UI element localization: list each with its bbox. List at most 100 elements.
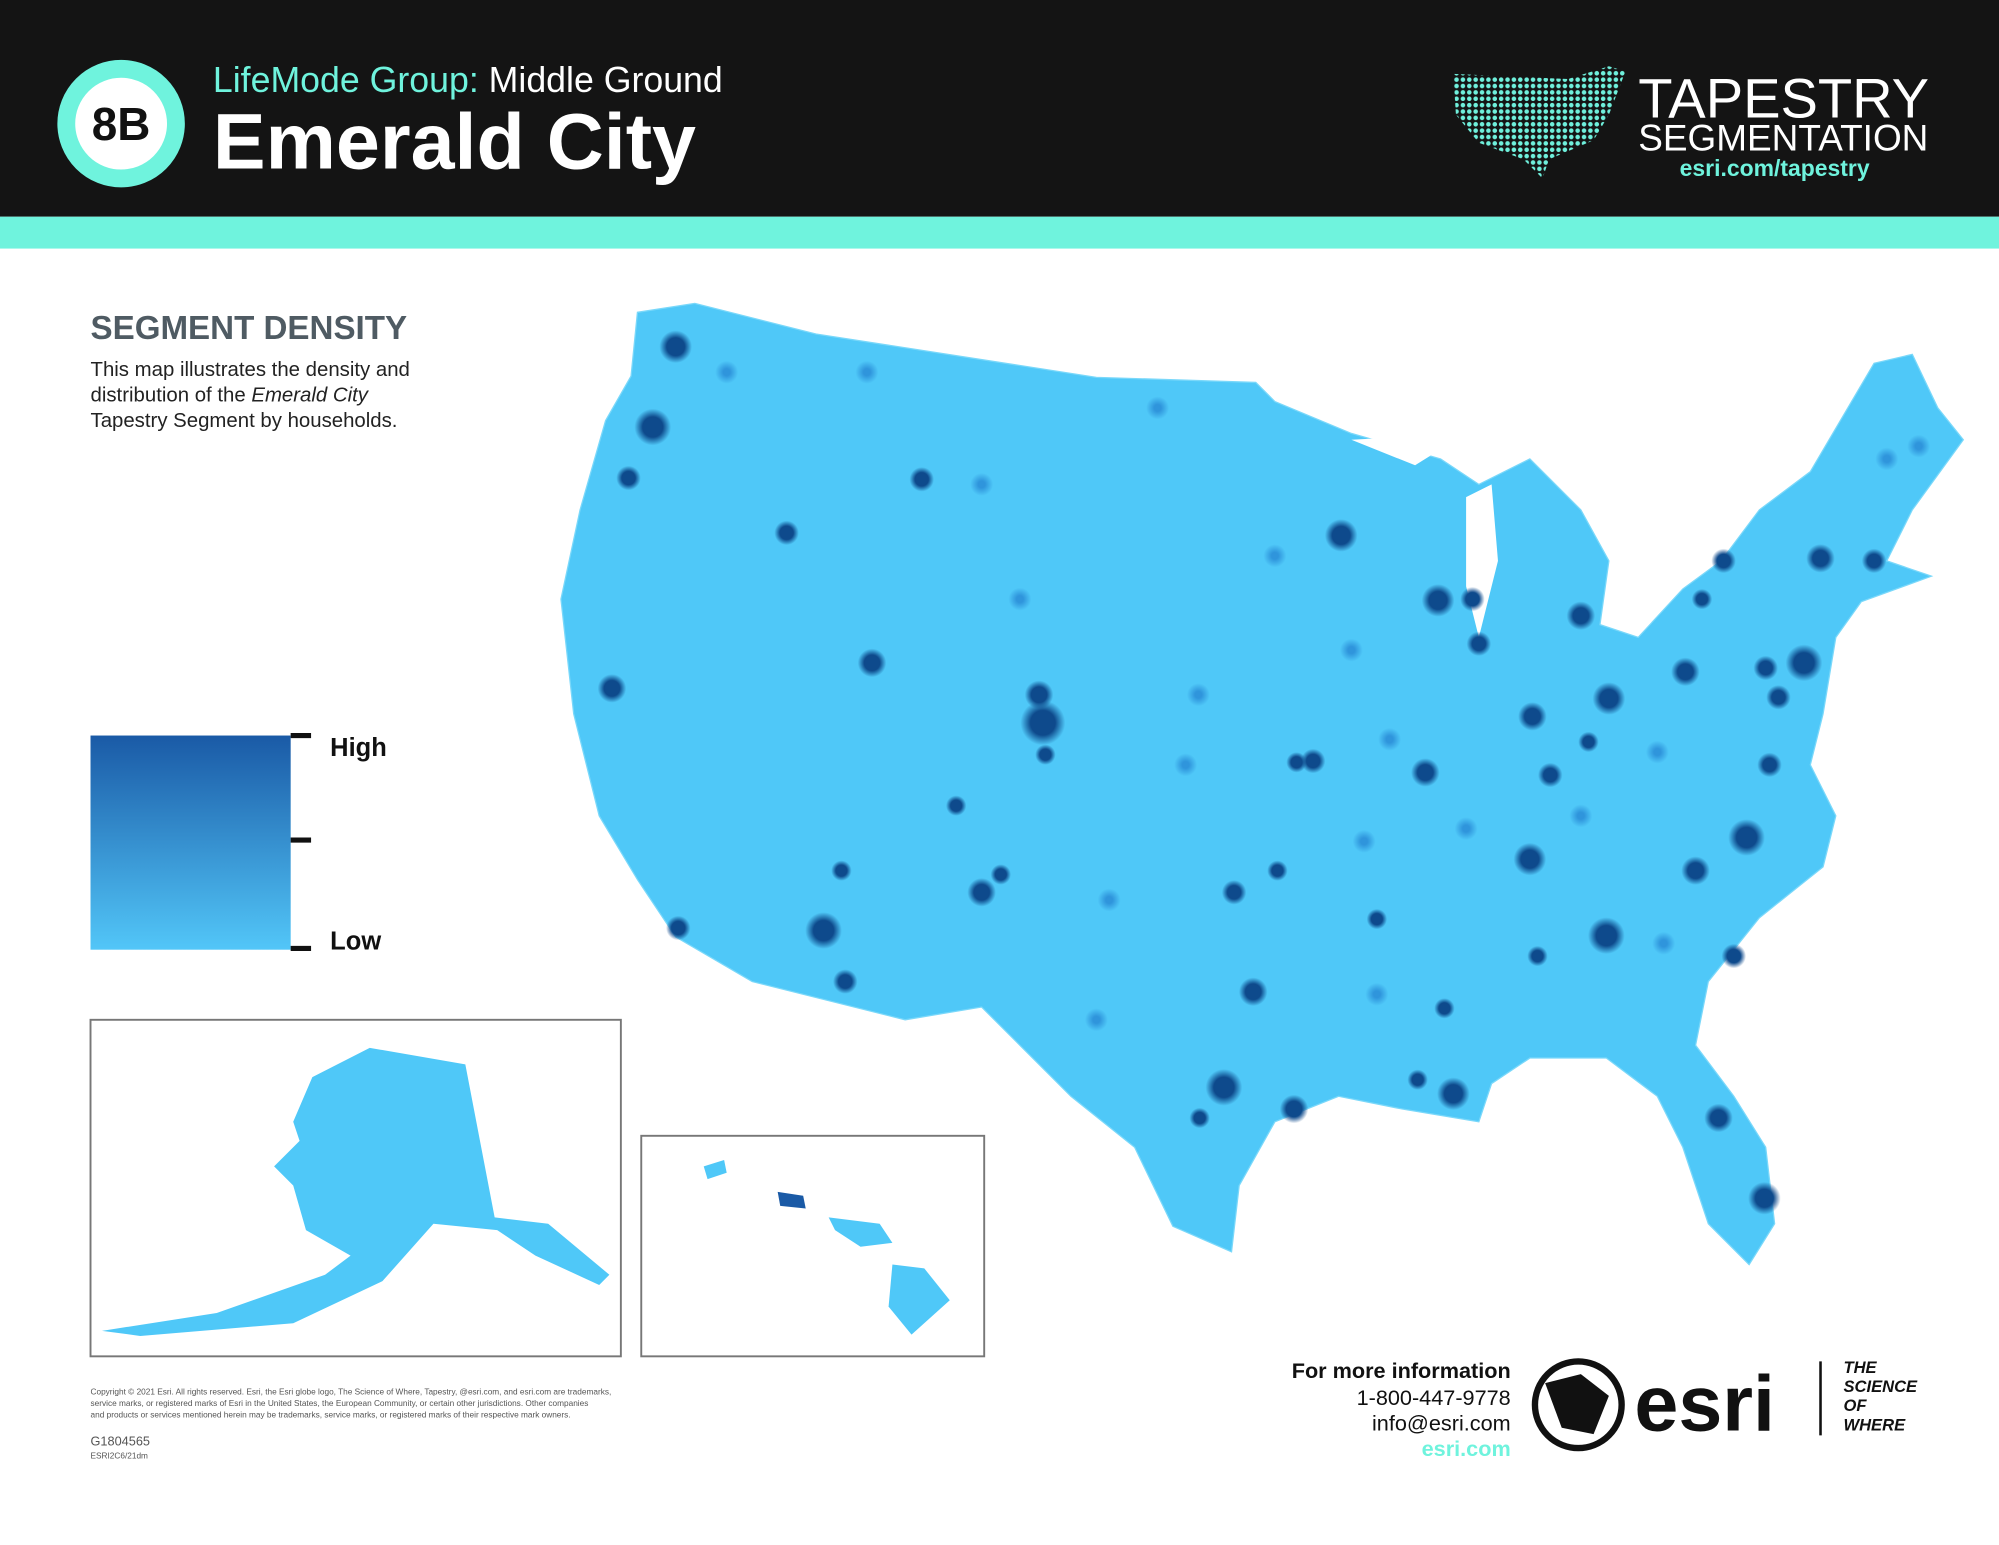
density-spot-light [715, 360, 739, 384]
tagline-word: OF [1843, 1396, 1867, 1415]
density-spot-light [1645, 740, 1669, 764]
doc-code: G1804565 [91, 1434, 150, 1449]
density-spot [1324, 519, 1358, 552]
density-spot [1704, 1103, 1733, 1133]
density-spot [616, 465, 641, 491]
density-spot [1434, 998, 1455, 1019]
density-spot [659, 330, 693, 364]
density-spot [1020, 700, 1066, 746]
density-spot [1766, 685, 1791, 710]
density-spot [1757, 752, 1782, 778]
density-spot [597, 674, 627, 703]
density-spot [1518, 702, 1547, 731]
alaska [101, 1047, 610, 1336]
lakes [1351, 433, 1498, 638]
density-spot-light [1365, 982, 1389, 1006]
legend-ticks [290, 732, 312, 951]
density-spot [1728, 819, 1765, 856]
tapestry-logo [1453, 66, 1626, 179]
density-spot [1035, 744, 1056, 765]
legend-ramp [90, 735, 291, 950]
density-spot [1460, 586, 1485, 612]
density-spot-light [1352, 829, 1376, 853]
density-spot [1205, 1069, 1243, 1106]
accent-stripe [0, 216, 1999, 249]
density-spot-light [1146, 396, 1170, 420]
density-spot-light [1907, 434, 1931, 458]
esri-logo: esri [1634, 1358, 1775, 1447]
lifemode-label: LifeMode Group: [213, 60, 479, 100]
badge [57, 59, 185, 188]
hawaii [703, 1160, 950, 1335]
density-spot-light [1569, 804, 1593, 828]
esri-globe [1531, 1358, 1625, 1452]
density-spot [833, 969, 858, 994]
density-spot [1753, 655, 1778, 681]
density-spot [1721, 943, 1747, 969]
legend-high: High [330, 734, 387, 762]
density-spot [1566, 601, 1596, 630]
contact-phone: 1-800-447-9778 [1357, 1385, 1511, 1410]
density-spot [1538, 762, 1563, 788]
copyright-line: and products or services mentioned herei… [91, 1411, 571, 1420]
density-spot-light [1008, 587, 1032, 611]
density-spot [831, 860, 852, 881]
legend-low: Low [330, 928, 381, 956]
density-spot [805, 912, 842, 949]
tagline-word: WHERE [1843, 1415, 1906, 1434]
density-spot [1300, 748, 1326, 774]
density-spot [945, 795, 967, 816]
contact-web: esri.com [1422, 1436, 1511, 1461]
map [560, 302, 1965, 1266]
density-spot [1421, 584, 1455, 617]
density-spot-light [1097, 888, 1121, 912]
badge-text: 8B [92, 98, 151, 150]
density-spot [1024, 680, 1054, 710]
title: Emerald City [213, 96, 696, 185]
copyright-line: Copyright © 2021 Esri. All rights reserv… [91, 1388, 612, 1397]
brand-line1: TAPESTRY [1638, 66, 1929, 129]
density-spot-light [970, 472, 994, 496]
density-spot [1681, 856, 1710, 885]
lifemode-name: Middle Ground [489, 60, 723, 100]
hawaii-inset [640, 1134, 986, 1358]
density-spot [1279, 1094, 1309, 1124]
density-spot [1592, 682, 1626, 715]
density-spot [1691, 588, 1713, 610]
header-bar [0, 0, 1999, 217]
description-italic: Emerald City [251, 385, 369, 407]
density-spot [1189, 1107, 1210, 1129]
section-title: SEGMENT DENSITY [91, 310, 408, 347]
tagline-word: SCIENCE [1843, 1377, 1918, 1396]
density-spot [1437, 1077, 1470, 1111]
density-spot [1578, 731, 1599, 753]
density-spot [909, 467, 934, 492]
density-spot [1806, 544, 1835, 573]
island [777, 1191, 806, 1209]
contiguous-us [560, 302, 1965, 1266]
tagline: THE SCIENCE OF WHERE [1843, 1358, 1918, 1434]
tagline-word: THE [1843, 1358, 1877, 1377]
density-spot [1527, 945, 1548, 967]
density-spot [1407, 1069, 1428, 1090]
island [828, 1217, 893, 1247]
density-spot [1366, 908, 1388, 930]
density-spot [1466, 631, 1492, 656]
density-spot-light [1174, 753, 1198, 777]
density-spot [990, 864, 1011, 885]
density-spot [1267, 860, 1288, 881]
density-spot-light [1378, 727, 1402, 751]
esri-globe-land [1545, 1374, 1609, 1435]
copyright-line: service marks, or registered marks of Es… [91, 1399, 589, 1408]
density-spot-light [1186, 683, 1210, 707]
density-spot-light [1652, 931, 1676, 955]
density-spot-light [1875, 447, 1899, 471]
doc-subcode: ESRI2C6/21dm [91, 1451, 149, 1460]
density-spot [857, 648, 887, 678]
copyright: Copyright © 2021 Esri. All rights reserv… [91, 1388, 612, 1420]
density-spot [1748, 1181, 1781, 1215]
lifemode: LifeMode Group: Middle Ground [213, 60, 723, 100]
density-spot-light [855, 360, 879, 384]
density-spot-light [1263, 544, 1287, 568]
